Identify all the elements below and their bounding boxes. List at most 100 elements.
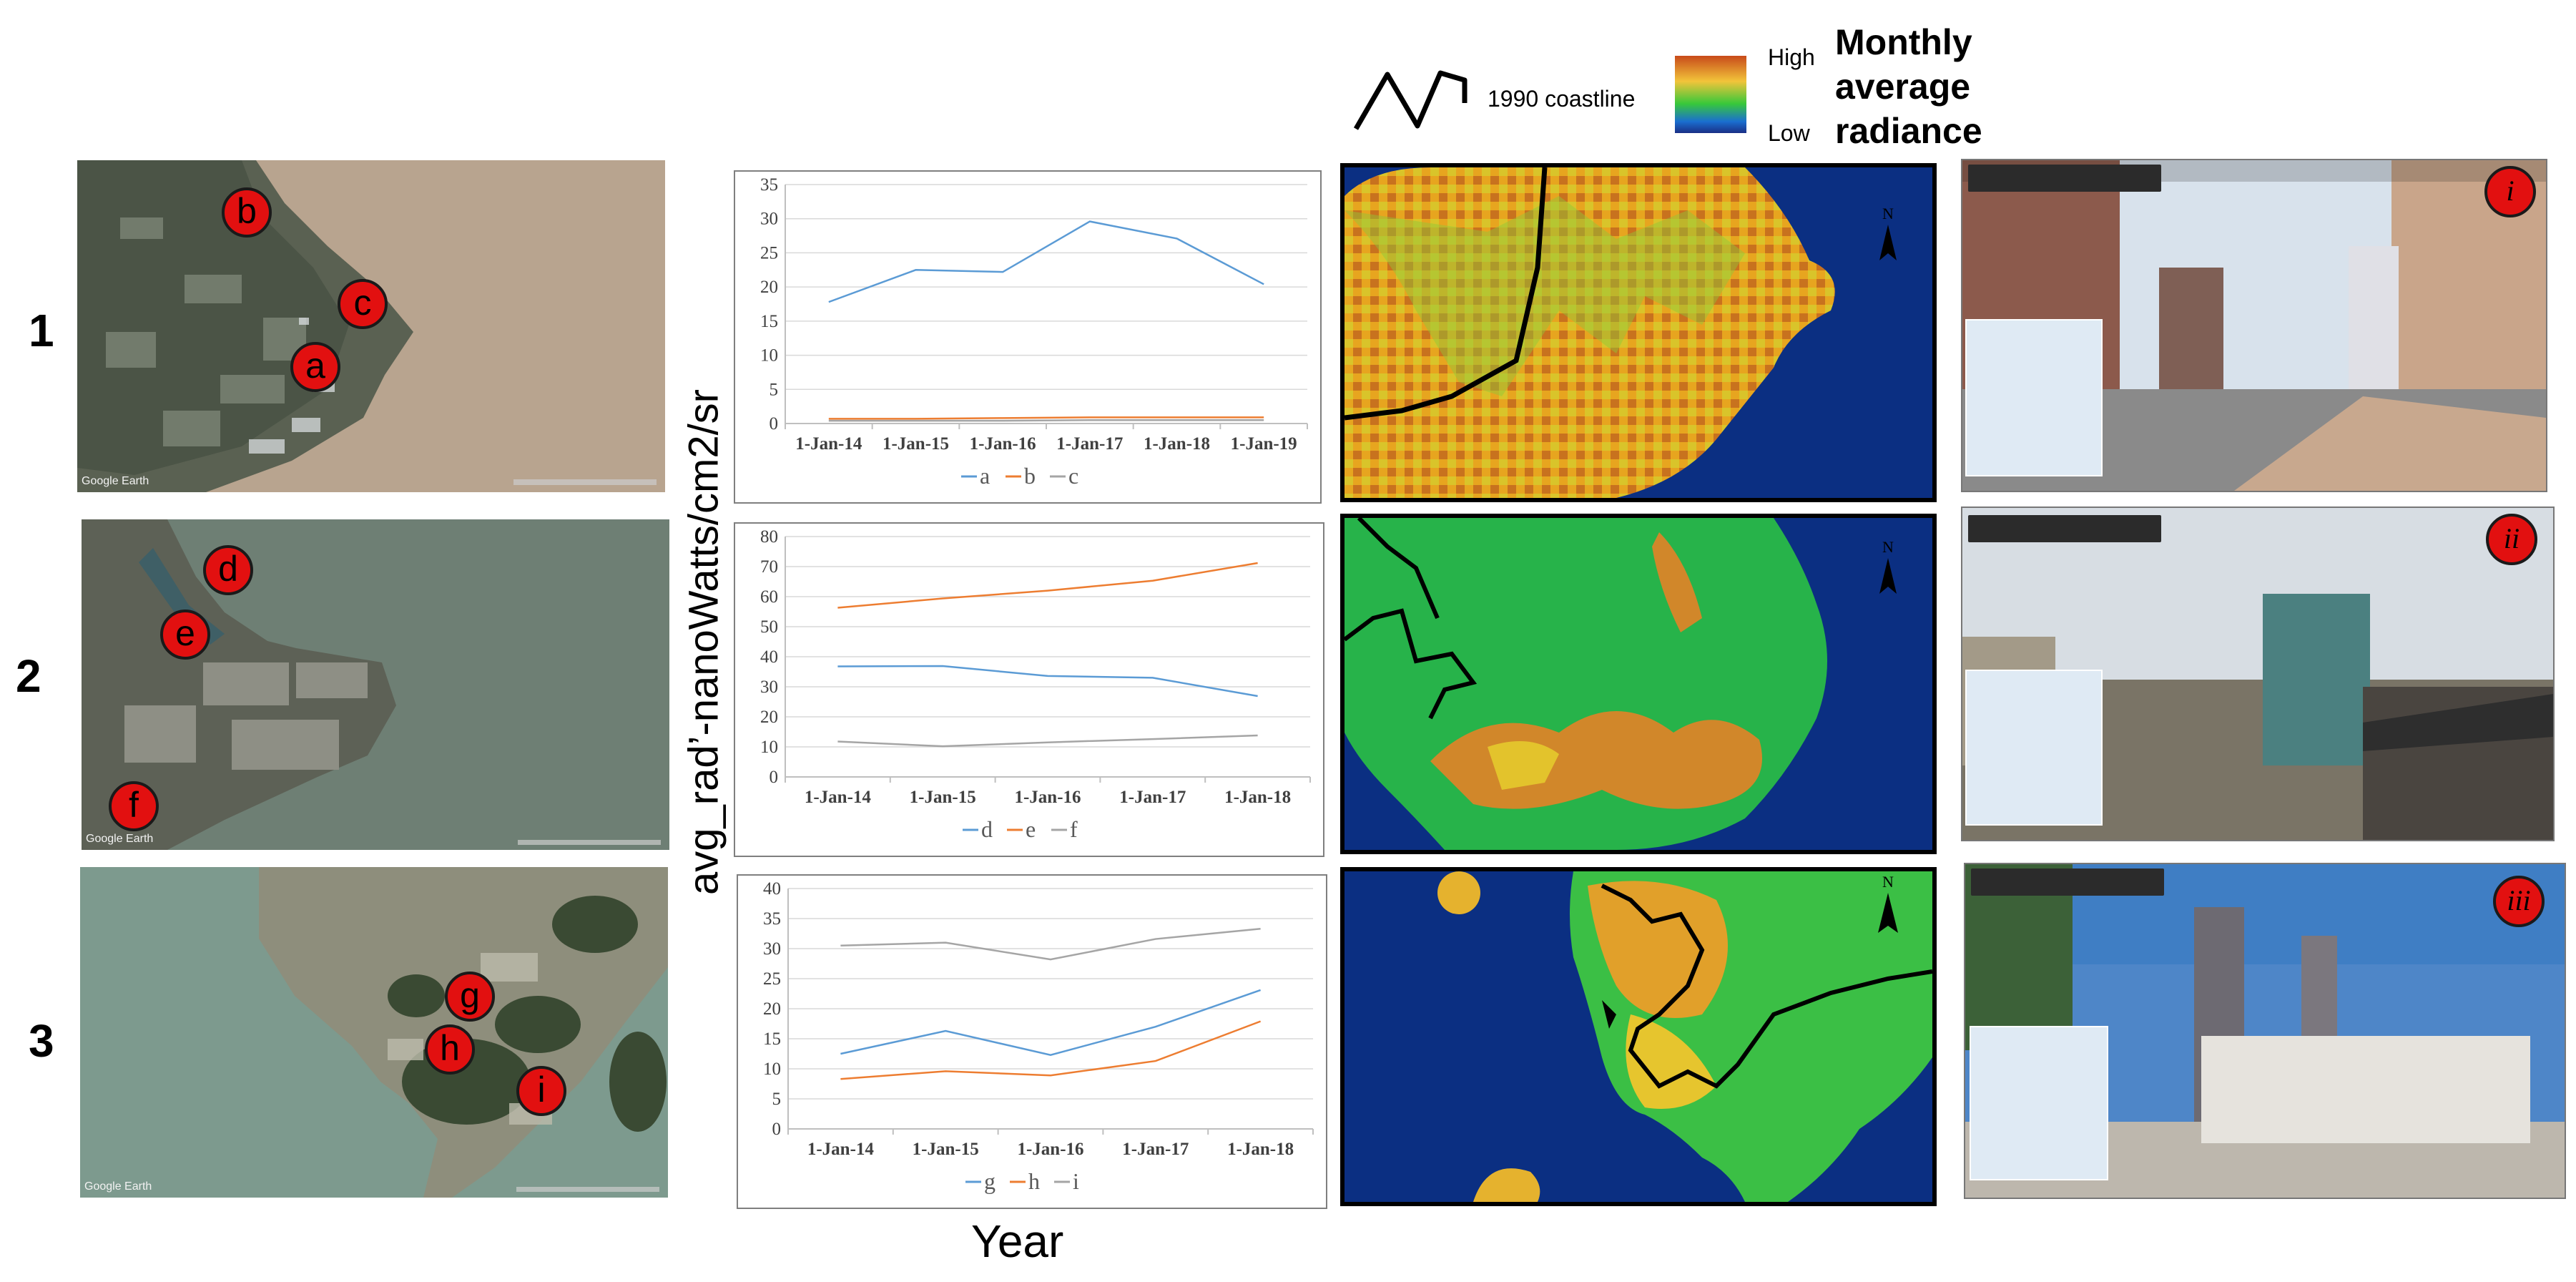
site-marker-a: a xyxy=(290,342,340,392)
satellite-image-2: Google Earth xyxy=(82,519,669,850)
x-tick-label: 1-Jan-16 xyxy=(1017,1140,1083,1159)
x-tick-label: 1-Jan-19 xyxy=(1231,434,1297,454)
x-tick-label: 1-Jan-16 xyxy=(970,434,1036,454)
y-tick-label: 40 xyxy=(760,647,778,667)
line-chart-2: 0 10 20 30 40 50 60 70 80 1-Jan-14 1-Jan-15 1-Jan-1… xyxy=(734,522,1324,857)
y-tick-label: 5 xyxy=(772,1090,782,1109)
street-label-i: i xyxy=(2484,166,2536,217)
x-axis-label: Year xyxy=(971,1215,1064,1267)
mini-map[interactable] xyxy=(1965,670,2103,826)
site-marker-f: f xyxy=(109,781,159,831)
radiance-colorbar xyxy=(1675,56,1746,133)
series-line-e xyxy=(837,562,1258,609)
search-bar[interactable] xyxy=(1971,868,2164,896)
y-tick-label: 35 xyxy=(763,909,781,929)
legend-label-f: f xyxy=(1070,816,1078,842)
x-tick-label: 1-Jan-14 xyxy=(805,788,872,807)
line-chart-1: 0 5 10 15 20 25 30 35 1-Jan-14 1-Jan-15 1-Jan-16 1-… xyxy=(734,170,1322,504)
x-tick-label: 1-Jan-14 xyxy=(807,1140,875,1159)
site-marker-b: b xyxy=(222,187,272,238)
series-line-b xyxy=(828,416,1264,420)
search-bar[interactable] xyxy=(1968,165,2161,192)
chart-3-svg: 0 5 10 15 20 25 30 35 40 1-Jan-14 1-Jan-15 1-Jan-16… xyxy=(763,879,1314,1194)
svg-text:N: N xyxy=(1882,538,1894,556)
google-earth-watermark: Google Earth xyxy=(82,475,149,487)
street-view-1 xyxy=(1961,159,2547,492)
y-tick-label: 30 xyxy=(763,939,781,959)
svg-text:N: N xyxy=(1882,205,1894,222)
series-line-d xyxy=(837,665,1258,698)
coastline-legend-icon xyxy=(1353,70,1468,130)
x-tick-label: 1-Jan-14 xyxy=(795,434,862,454)
y-tick-label: 50 xyxy=(760,617,778,637)
x-tick-label: 1-Jan-16 xyxy=(1014,788,1081,807)
row-label-2: 2 xyxy=(16,650,41,702)
legend-label-i: i xyxy=(1073,1168,1079,1194)
y-tick-label: 30 xyxy=(760,210,778,229)
x-tick-label: 1-Jan-18 xyxy=(1224,788,1291,807)
x-tick-label: 1-Jan-18 xyxy=(1227,1140,1294,1159)
site-marker-e: e xyxy=(160,610,210,660)
series-line-f xyxy=(837,734,1258,748)
y-tick-label: 60 xyxy=(760,587,778,607)
y-tick-label: 40 xyxy=(763,879,781,899)
site-marker-d: d xyxy=(203,545,253,595)
mini-map[interactable] xyxy=(1965,319,2103,476)
x-tick-label: 1-Jan-17 xyxy=(1119,788,1186,807)
legend-label-g: g xyxy=(984,1168,996,1194)
x-tick-label: 1-Jan-15 xyxy=(883,434,949,454)
y-tick-label: 20 xyxy=(760,278,778,297)
radiance-map-3: N xyxy=(1340,867,1937,1206)
colorbar-low-label: Low xyxy=(1768,120,1810,146)
google-earth-watermark: Google Earth xyxy=(84,1180,152,1193)
legend-title-line-3: radiance xyxy=(1835,111,1982,151)
line-chart-3: 0 5 10 15 20 25 30 35 40 1-Jan-14 1-Jan-15 1-Jan-16… xyxy=(737,874,1327,1209)
satellite-image-1: Google Earth xyxy=(77,160,665,492)
x-tick-label: 1-Jan-17 xyxy=(1122,1140,1189,1159)
y-tick-label: 10 xyxy=(760,346,778,366)
legend-label-a: a xyxy=(980,463,990,489)
legend-title-line-2: average xyxy=(1835,67,1971,107)
y-axis-label: avg_rad’-nanoWatts/cm2/sr xyxy=(680,388,727,896)
y-tick-label: 25 xyxy=(760,243,778,263)
site-marker-i: i xyxy=(516,1066,566,1116)
y-tick-label: 80 xyxy=(760,527,778,547)
y-tick-label: 25 xyxy=(763,969,781,989)
street-label-ii: ii xyxy=(2486,514,2537,565)
street-view-2 xyxy=(1961,507,2555,841)
legend-title-line-1: Monthly xyxy=(1835,22,1972,62)
radiance-map-1: N xyxy=(1340,163,1937,502)
x-tick-label: 1-Jan-17 xyxy=(1056,434,1123,454)
street-label-iii: iii xyxy=(2493,876,2545,927)
street-view-3 xyxy=(1964,863,2566,1199)
x-tick-label: 1-Jan-15 xyxy=(910,788,976,807)
series-line-i xyxy=(840,928,1261,961)
site-marker-c: c xyxy=(338,279,388,329)
y-tick-label: 5 xyxy=(770,380,779,399)
mini-map[interactable] xyxy=(1970,1026,2108,1180)
y-tick-label: 15 xyxy=(763,1029,781,1049)
legend-label-b: b xyxy=(1024,463,1036,489)
legend-label-d: d xyxy=(981,816,993,842)
y-tick-label: 70 xyxy=(760,557,778,577)
x-tick-label: 1-Jan-18 xyxy=(1144,434,1210,454)
site-marker-h: h xyxy=(425,1024,475,1075)
y-tick-label: 20 xyxy=(760,708,778,727)
chart-2-svg: 0 10 20 30 40 50 60 70 80 1-Jan-14 1-Jan-15 1-Jan-1… xyxy=(760,527,1311,842)
row-label-3: 3 xyxy=(29,1015,54,1067)
y-tick-label: 0 xyxy=(770,768,779,787)
y-tick-label: 0 xyxy=(772,1120,782,1139)
coastline-legend-label: 1990 coastline xyxy=(1488,86,1636,112)
search-bar[interactable] xyxy=(1968,515,2161,542)
colorbar-high-label: High xyxy=(1768,44,1815,70)
x-tick-label: 1-Jan-15 xyxy=(913,1140,979,1159)
legend-label-c: c xyxy=(1068,463,1078,489)
row-label-1: 1 xyxy=(29,305,54,356)
radiance-map-2: N xyxy=(1340,514,1937,854)
y-tick-label: 30 xyxy=(760,677,778,697)
site-marker-g: g xyxy=(445,972,495,1022)
chart-1-svg: 0 5 10 15 20 25 30 35 1-Jan-14 1-Jan-15 1-Jan-16 1-… xyxy=(760,175,1308,489)
y-tick-label: 35 xyxy=(760,175,778,195)
y-tick-label: 15 xyxy=(760,312,778,331)
series-line-c xyxy=(828,419,1264,422)
